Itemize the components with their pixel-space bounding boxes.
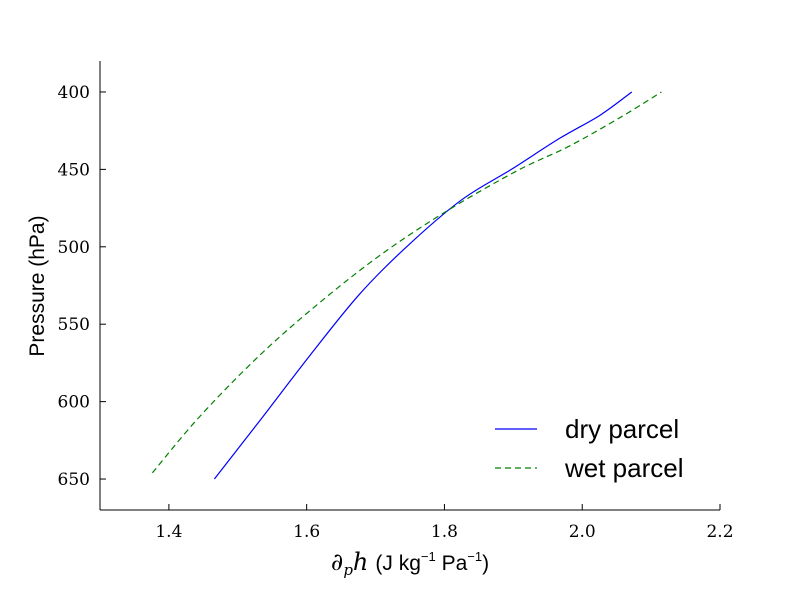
series-line-dry-parcel [213,91,633,480]
x-axis-label-exp2: −1 [467,549,482,564]
x-axis-label-sub: p [343,561,353,579]
series-layer [151,91,662,480]
legend: dry parcel wet parcel [495,414,684,483]
x-axis-label: ∂ph (J kg−1 Pa−1) [331,548,489,579]
y-tick-label: 550 [58,315,90,335]
x-tick-label: 1.4 [155,522,182,542]
y-tick-label: 400 [58,83,90,103]
y-tick-label: 650 [58,470,90,490]
y-axis-label: Pressure (hPa) [26,215,49,356]
x-axis-label-symbol: ∂ [331,548,343,576]
y-tick-label: 500 [58,238,90,258]
x-axis-label-var: h [353,548,368,576]
legend-dry-label: dry parcel [565,414,679,444]
axes [99,61,720,511]
x-axis-label-exp1: −1 [421,549,436,564]
x-tick-label: 1.8 [431,522,458,542]
y-tick-label: 600 [58,393,90,413]
x-axis-label-units-mid: Pa [436,552,468,575]
x-tick-label: 2.2 [706,522,733,542]
series-line-wet-parcel [151,91,662,474]
x-axis-label-units-open: (J kg [375,552,421,575]
ticks: 1.4 1.6 1.8 2.0 2.2 400 450 500 550 600 650 [58,83,734,542]
x-axis-label-units-close: ) [482,552,489,575]
x-tick-label: 1.6 [293,522,320,542]
y-tick-label: 450 [58,160,90,180]
legend-wet-label: wet parcel [564,453,684,483]
x-tick-label: 2.0 [569,522,596,542]
